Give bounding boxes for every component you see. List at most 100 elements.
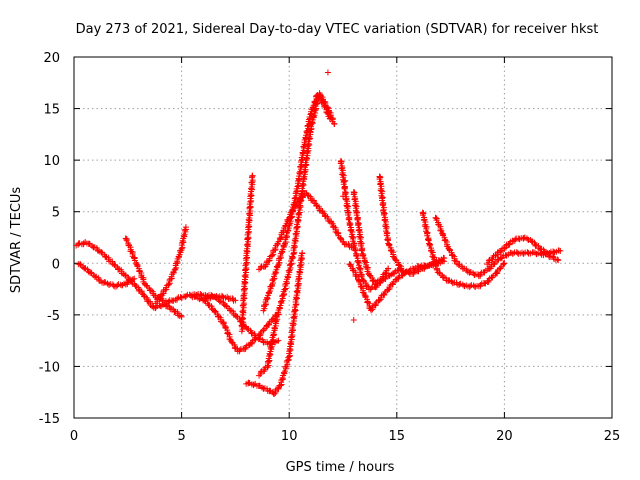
data-point-track-k (337, 235, 344, 242)
y-tick-label: 20 (43, 51, 60, 66)
data-point-track-p (501, 260, 508, 267)
data-point-track-o (441, 255, 448, 262)
data-point-track-m (354, 215, 361, 222)
data-point-track-c (174, 295, 181, 302)
data-point-track-l (341, 184, 348, 191)
data-point-track-h (292, 307, 299, 314)
data-point-track-m (378, 276, 385, 283)
data-point-track-b (88, 269, 95, 276)
data-point-track-e (225, 330, 232, 337)
data-point-track-m (358, 240, 365, 247)
data-point-track-j (318, 99, 325, 106)
data-point-track-f (212, 294, 219, 301)
data-point-track-e (191, 293, 198, 300)
grid-lines (74, 57, 612, 418)
data-point-track-l (345, 209, 352, 216)
data-point-outlier (350, 317, 357, 324)
data-point-track-m (356, 227, 363, 234)
data-point-track-b (131, 275, 138, 282)
data-point-track-o (379, 201, 386, 208)
plot-area-frame (73, 56, 613, 419)
data-point-track-q (471, 272, 478, 278)
x-tick-label: 25 (604, 429, 621, 444)
y-axis-label: SDTVAR / TECUs (9, 187, 24, 294)
x-tick-label: 20 (496, 429, 513, 444)
data-point-track-p (424, 236, 431, 243)
data-point-track-q (510, 250, 517, 257)
data-point-track-m (385, 265, 392, 272)
y-tick-label: 0 (52, 257, 60, 272)
data-point-track-q (555, 257, 562, 264)
y-tick-label: 10 (43, 154, 60, 169)
data-point-track-n (376, 296, 383, 303)
data-point-track-h (290, 314, 297, 321)
y-tick-label: 5 (52, 206, 60, 221)
data-point-track-o (381, 217, 388, 224)
data-point-track-g (246, 210, 253, 217)
data-point-track-q (533, 251, 540, 258)
data-point-track-j (296, 169, 303, 176)
data-point-outlier (324, 69, 331, 76)
data-point-track-c (183, 293, 190, 300)
data-point-track-o (388, 248, 395, 255)
data-point-outlier (340, 193, 346, 200)
data-point-track-q (520, 250, 527, 257)
data-point-track-m (361, 258, 368, 265)
data-point-track-k (325, 217, 332, 224)
data-points (73, 69, 564, 397)
data-point-track-j (265, 289, 272, 296)
y-tick-label: -5 (47, 309, 60, 324)
data-point-track-k (328, 219, 335, 226)
data-point-track-j (303, 128, 310, 135)
data-point-track-o (384, 236, 391, 243)
data-point-track-g (239, 308, 246, 315)
data-point-track-o (410, 269, 417, 276)
data-point-track-g (243, 241, 250, 248)
data-point-track-j (327, 115, 334, 122)
data-point-track-a (178, 313, 185, 320)
data-point-track-l (355, 258, 362, 265)
data-point-track-b (77, 261, 84, 268)
y-tick-label: 15 (43, 103, 60, 118)
data-point-track-l (348, 227, 355, 234)
data-point-track-l (345, 216, 352, 223)
data-point-track-q (549, 253, 556, 260)
data-point-track-e (197, 295, 204, 302)
data-point-track-b (124, 279, 131, 286)
x-tick-label: 0 (70, 429, 78, 444)
data-point-track-g (241, 272, 248, 279)
data-point-track-p (489, 274, 496, 281)
axis-ticks: 0 5 10 15 20 25 -15 -10 -5 0 5 10 15 20 (39, 51, 621, 444)
data-point-track-q (442, 237, 449, 244)
data-point-track-k (292, 202, 299, 209)
data-point-track-g (249, 172, 256, 179)
x-axis-label: GPS time / hours (286, 460, 395, 475)
data-point-track-o (377, 180, 384, 187)
data-point-track-p (428, 248, 435, 255)
data-point-track-q (554, 256, 561, 263)
data-point-track-k (269, 252, 276, 259)
data-point-track-k (286, 214, 293, 221)
data-point-track-i (331, 121, 338, 128)
data-point-track-p (467, 283, 474, 290)
data-point-track-l (351, 247, 358, 254)
data-point-outlier (344, 203, 351, 210)
data-point-outlier (342, 177, 349, 184)
chart-title: Day 273 of 2021, Sidereal Day-to-day VTE… (76, 22, 599, 37)
data-point-track-p (449, 280, 456, 287)
x-tick-label: 15 (389, 429, 406, 444)
x-tick-label: 10 (281, 429, 298, 444)
data-point-track-k (345, 241, 352, 248)
data-point-track-g (240, 293, 247, 300)
data-point-track-b (79, 264, 86, 271)
data-point-track-e (269, 316, 276, 323)
data-point-track-l (343, 196, 350, 203)
data-point-track-c (229, 295, 236, 302)
y-tick-label: -15 (39, 412, 60, 427)
data-point-track-l (396, 266, 403, 273)
data-point-track-c (136, 268, 143, 275)
data-point-track-i (295, 210, 302, 217)
data-point-track-m (354, 209, 361, 216)
data-point-track-o (384, 230, 391, 237)
data-point-track-q (451, 257, 458, 264)
